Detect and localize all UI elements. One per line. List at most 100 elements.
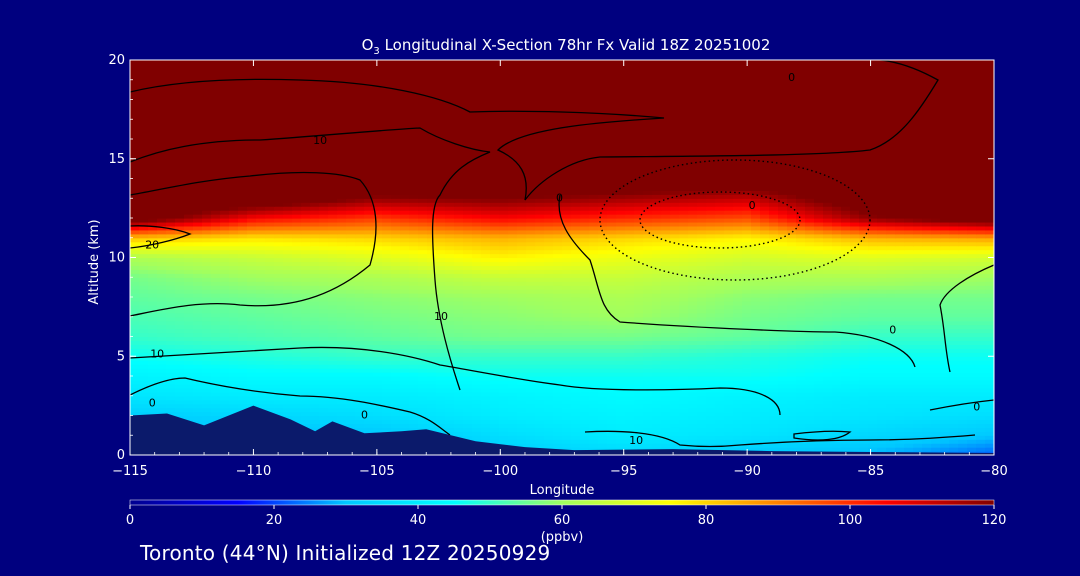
heatmap-cell xyxy=(778,293,788,298)
heatmap-cell xyxy=(220,289,230,294)
heatmap-cell xyxy=(517,399,527,405)
heatmap-cell xyxy=(220,261,230,266)
heatmap-cell xyxy=(436,403,446,409)
heatmap-cell xyxy=(148,383,158,389)
heatmap-cell xyxy=(499,360,509,365)
heatmap-cell xyxy=(481,300,491,306)
heatmap-cell xyxy=(850,376,860,381)
heatmap-cell xyxy=(877,423,887,428)
heatmap-cell xyxy=(319,368,329,373)
heatmap-cell xyxy=(454,261,464,266)
heatmap-cell xyxy=(400,253,410,259)
heatmap-cell xyxy=(499,376,509,381)
heatmap-cell xyxy=(238,300,248,306)
heatmap-cell xyxy=(751,372,761,377)
heatmap-cell xyxy=(130,332,140,338)
heatmap-cell xyxy=(976,273,986,278)
heatmap-cell xyxy=(697,439,707,444)
heatmap-cell xyxy=(877,356,887,361)
heatmap-cell xyxy=(850,340,860,345)
heatmap-cell xyxy=(490,395,500,401)
heatmap-cell xyxy=(697,289,707,294)
heatmap-cell xyxy=(697,356,707,361)
heatmap-cell xyxy=(391,269,401,274)
heatmap-cell xyxy=(292,340,302,345)
heatmap-cell xyxy=(256,344,266,349)
heatmap-cell xyxy=(877,308,887,314)
heatmap-cell xyxy=(274,368,284,373)
heatmap-cell xyxy=(697,304,707,310)
heatmap-cell xyxy=(706,372,716,377)
heatmap-cell xyxy=(373,356,383,361)
heatmap-cell xyxy=(292,308,302,314)
heatmap-cell xyxy=(148,257,158,263)
heatmap-cell xyxy=(661,297,671,302)
heatmap-cell xyxy=(571,403,581,409)
heatmap-cell xyxy=(283,265,293,270)
heatmap-cell xyxy=(400,332,410,338)
heatmap-cell xyxy=(418,387,428,393)
heatmap-cell xyxy=(967,439,977,444)
heatmap-cell xyxy=(670,368,680,373)
heatmap-cell xyxy=(184,324,194,330)
heatmap-cell xyxy=(670,443,680,448)
heatmap-cell xyxy=(481,277,491,282)
heatmap-cell xyxy=(355,423,365,428)
heatmap-cell xyxy=(940,297,950,302)
heatmap-cell xyxy=(976,293,986,298)
heatmap-cell xyxy=(310,328,320,334)
heatmap-cell xyxy=(814,411,824,417)
heatmap-cell xyxy=(976,447,986,452)
heatmap-cell xyxy=(202,324,212,330)
heatmap-cell xyxy=(859,439,869,444)
heatmap-cell xyxy=(391,312,401,318)
heatmap-cell xyxy=(895,364,905,369)
heatmap-cell xyxy=(400,304,410,310)
heatmap-cell xyxy=(859,379,869,385)
heatmap-cell xyxy=(904,447,914,452)
heatmap-cell xyxy=(607,383,617,389)
heatmap-cell xyxy=(913,320,923,326)
heatmap-cell xyxy=(481,395,491,401)
heatmap-cell xyxy=(850,273,860,278)
heatmap-cell xyxy=(877,407,887,413)
heatmap-cell xyxy=(850,379,860,385)
heatmap-cell xyxy=(643,269,653,274)
heatmap-cell xyxy=(418,300,428,306)
heatmap-cell xyxy=(724,364,734,369)
heatmap-cell xyxy=(616,391,626,397)
heatmap-cell xyxy=(562,447,572,452)
heatmap-cell xyxy=(913,261,923,266)
heatmap-cell xyxy=(580,411,590,417)
heatmap-cell xyxy=(220,399,230,405)
heatmap-cell xyxy=(715,265,725,270)
heatmap-cell xyxy=(913,340,923,345)
heatmap-cell xyxy=(463,344,473,349)
heatmap-cell xyxy=(544,300,554,306)
heatmap-cell xyxy=(553,249,563,255)
heatmap-cell xyxy=(292,415,302,421)
heatmap-cell xyxy=(166,257,176,263)
heatmap-cell xyxy=(616,372,626,377)
heatmap-cell xyxy=(175,257,185,263)
heatmap-cell xyxy=(463,265,473,270)
heatmap-cell xyxy=(805,383,815,389)
heatmap-cell xyxy=(886,340,896,345)
heatmap-cell xyxy=(526,348,536,353)
heatmap-cell xyxy=(760,304,770,310)
heatmap-cell xyxy=(382,332,392,338)
heatmap-cell xyxy=(562,403,572,409)
heatmap-cell xyxy=(463,383,473,389)
heatmap-cell xyxy=(499,356,509,361)
heatmap-cell xyxy=(301,376,311,381)
heatmap-cell xyxy=(706,356,716,361)
heatmap-cell xyxy=(616,352,626,357)
heatmap-cell xyxy=(886,285,896,290)
heatmap-cell xyxy=(814,332,824,338)
heatmap-cell xyxy=(202,395,212,401)
heatmap-cell xyxy=(193,265,203,270)
heatmap-cell xyxy=(886,443,896,448)
heatmap-cell xyxy=(670,431,680,436)
heatmap-cell xyxy=(796,387,806,393)
heatmap-cell xyxy=(841,324,851,330)
